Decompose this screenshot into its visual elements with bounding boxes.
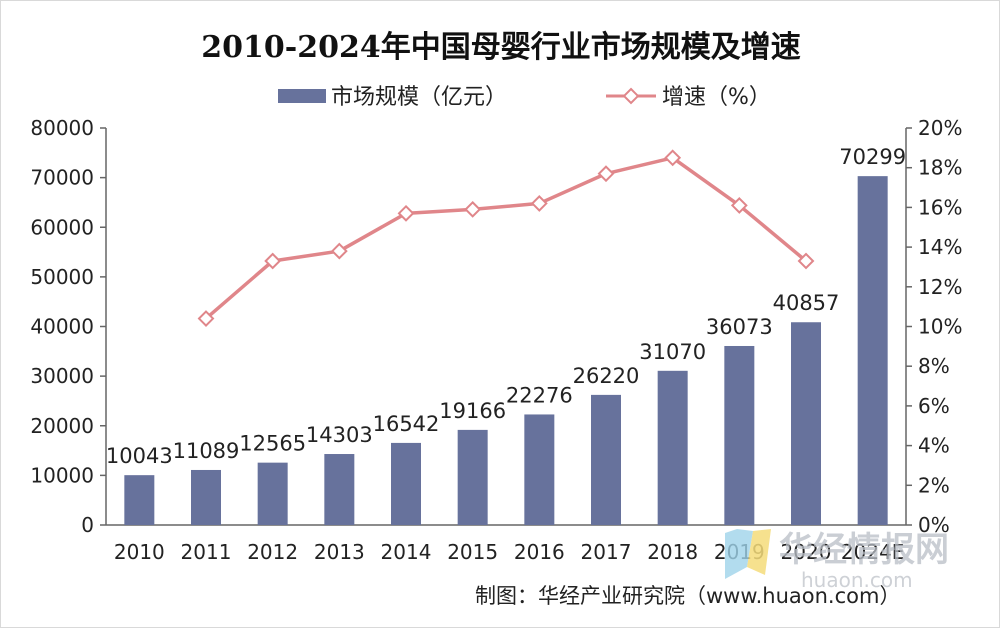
y-tick-label: 80000 — [30, 116, 94, 140]
line-series — [197, 149, 815, 327]
bar-value-label: 70299 — [839, 145, 906, 169]
growth-point — [597, 165, 615, 183]
y2-tick-label: 14% — [918, 235, 962, 259]
bar-value-label: 26220 — [573, 364, 640, 388]
bar — [391, 442, 421, 525]
bar — [324, 454, 355, 525]
legend-swatch-bar — [278, 89, 326, 103]
y-tick-label: 10000 — [30, 463, 94, 487]
y2-tick-label: 4% — [918, 434, 950, 458]
bar-value-label: 14303 — [306, 423, 373, 447]
y-tick-label: 20000 — [30, 414, 94, 438]
y2-tick-label: 6% — [918, 394, 950, 418]
bar-value-label: 36073 — [706, 315, 773, 339]
watermark: 华经情报网 huaon.com — [725, 529, 949, 592]
watermark-sub: huaon.com — [801, 568, 913, 592]
y-tick-label: 60000 — [30, 215, 94, 239]
bar — [591, 394, 621, 525]
growth-point — [330, 242, 348, 260]
growth-point — [664, 149, 682, 167]
y-tick-label: 50000 — [30, 265, 94, 289]
y2-tick-label: 10% — [918, 315, 962, 339]
bar-value-label: 11089 — [173, 439, 240, 463]
bar — [524, 414, 555, 525]
bar — [724, 345, 755, 525]
y-tick-label: 30000 — [30, 364, 94, 388]
y-tick-label: 0 — [81, 513, 94, 537]
y2-tick-label: 2% — [918, 473, 950, 497]
watermark-logo-blue — [725, 529, 753, 579]
growth-point — [530, 195, 548, 212]
legend-label-bar: 市场规模（亿元） — [331, 85, 507, 110]
legend-label-line: 增速（%） — [662, 85, 771, 110]
growth-point — [730, 197, 748, 214]
growth-point — [197, 310, 215, 327]
bar — [857, 176, 888, 525]
chart-title: 2010-2024年中国母婴行业市场规模及增速 — [201, 30, 800, 65]
x-tick-label: 2011 — [181, 540, 232, 564]
bar — [657, 370, 688, 525]
bar-value-label: 12565 — [239, 432, 306, 456]
x-tick-label: 2017 — [581, 540, 632, 564]
x-tick-label: 2013 — [314, 540, 365, 564]
y-tick-label: 40000 — [30, 315, 94, 339]
bar-value-label: 40857 — [773, 291, 840, 315]
y2-tick-label: 16% — [918, 195, 962, 219]
y-ticks-right: 0% 2% 4% 6% 8% 10% 12% 14% 16% 18% 20% — [906, 116, 962, 537]
bar-value-label: 22276 — [506, 383, 573, 407]
watermark-logo-yellow — [747, 529, 771, 575]
growth-line — [204, 156, 808, 320]
x-tick-label: 2012 — [247, 540, 298, 564]
growth-point — [464, 200, 482, 218]
bar-value-label: 31070 — [639, 340, 706, 364]
y2-tick-label: 20% — [918, 116, 962, 140]
bar-value-label: 16542 — [373, 412, 440, 436]
bar-series — [124, 176, 888, 525]
y2-tick-label: 12% — [918, 275, 962, 299]
x-tick-label: 2014 — [381, 540, 432, 564]
y-tick-label: 70000 — [30, 166, 94, 190]
bar — [191, 469, 221, 525]
x-tick-label: 2018 — [647, 540, 698, 564]
growth-point — [797, 252, 815, 270]
bar-labels: 10043 11089 12565 14303 16542191662227626220… — [106, 145, 906, 468]
x-tick-label: 2015 — [447, 540, 498, 564]
legend-swatch-marker — [622, 87, 640, 105]
bar — [124, 475, 155, 525]
x-tick-label: 2010 — [114, 540, 165, 564]
bar-value-label: 10043 — [106, 444, 173, 468]
watermark-text: 华经情报网 — [779, 530, 949, 570]
y-ticks-left: 0 10000 20000 30000 40000 50000 60000 70000 8000… — [30, 116, 106, 537]
growth-point — [264, 252, 282, 270]
bar — [257, 462, 288, 525]
source-credit: 制图：华经产业研究院（www.huaon.com） — [475, 584, 900, 608]
y2-tick-label: 0% — [918, 513, 950, 537]
bar — [457, 429, 488, 525]
x-tick-label: 2020 — [781, 540, 832, 564]
y2-tick-label: 18% — [918, 156, 962, 180]
x-tick-label: 2024E — [841, 540, 905, 564]
legend: 市场规模（亿元） 增速（%） — [278, 85, 771, 110]
y2-tick-label: 8% — [918, 354, 950, 378]
bar-value-label: 19166 — [439, 399, 506, 423]
growth-point — [397, 204, 415, 222]
x-tick-label: 2016 — [514, 540, 565, 564]
bar — [791, 322, 821, 525]
